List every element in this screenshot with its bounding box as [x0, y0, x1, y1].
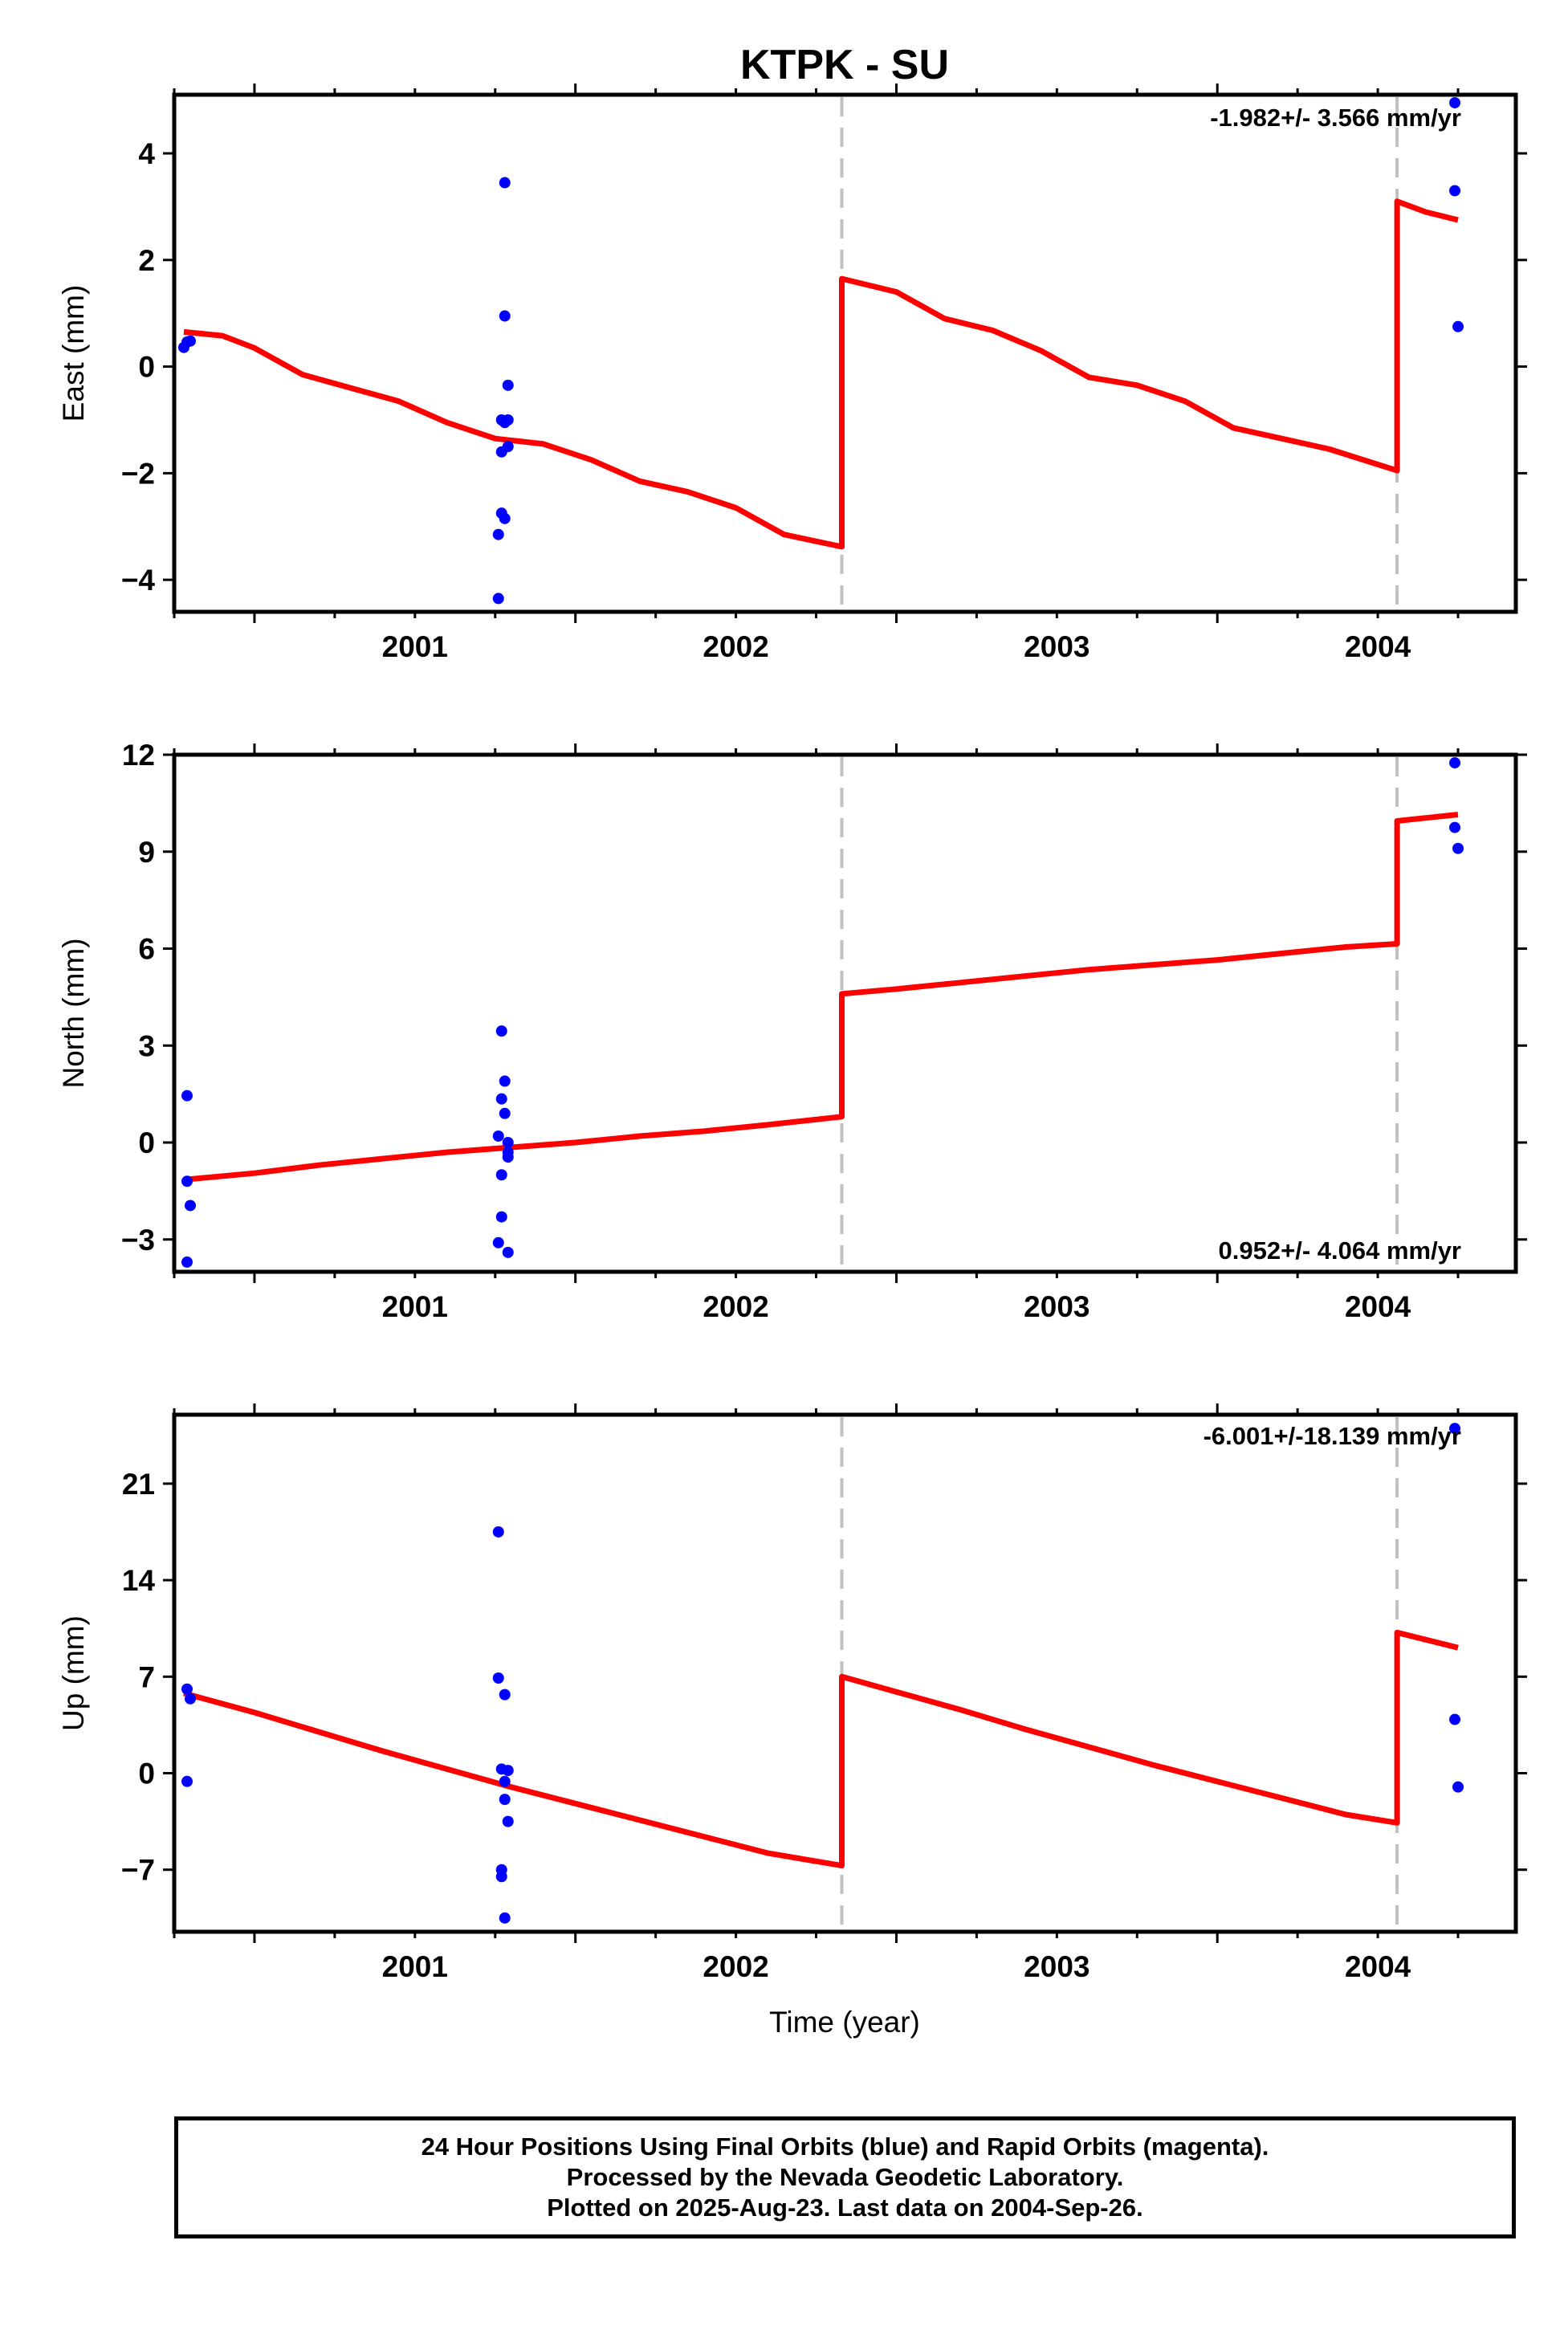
up-data-point	[492, 1525, 504, 1538]
north-x-tick-label: 2001	[382, 1290, 448, 1323]
up-data-point	[1449, 1423, 1461, 1435]
up-data-point	[495, 1871, 507, 1883]
footer-line-1: 24 Hour Positions Using Final Orbits (bl…	[421, 2132, 1269, 2161]
east-data-point	[502, 413, 514, 426]
footer-box: 24 Hour Positions Using Final Orbits (bl…	[174, 2116, 1516, 2238]
north-data-point	[495, 1211, 507, 1223]
east-y-tick-label: −2	[121, 457, 155, 490]
north-data-point	[184, 1200, 196, 1212]
north-data-point	[492, 1236, 504, 1249]
up-plot-frame	[172, 1412, 1518, 1934]
east-y-tick-label: 4	[138, 137, 155, 170]
up-data-point	[502, 1765, 514, 1777]
east-x-tick-label: 2001	[382, 630, 448, 663]
north-y-tick-label: −3	[121, 1224, 155, 1257]
north-x-tick-label: 2003	[1024, 1290, 1089, 1323]
north-data-point	[499, 1107, 511, 1119]
up-data-point	[181, 1775, 193, 1787]
up-panel: 2001 2002 2003 2004 −7 0 7 14 21 Up (mm) -6.001+/-…	[57, 1403, 1527, 1983]
east-model-line	[183, 198, 1459, 550]
up-y-axis-label: Up (mm)	[57, 1615, 90, 1731]
up-y-tick-label: −7	[121, 1854, 155, 1887]
north-data-point	[499, 1075, 511, 1087]
up-y-tick-label: 7	[138, 1660, 155, 1693]
east-x-tick-label: 2004	[1345, 630, 1411, 663]
east-data-point	[502, 379, 514, 391]
east-data-point	[499, 310, 511, 322]
north-data-point	[492, 1130, 504, 1142]
up-model-line	[183, 1629, 1459, 1869]
east-y-tick-label: 0	[138, 351, 155, 384]
north-data-point	[502, 1137, 514, 1148]
east-y-tick-label: −4	[121, 564, 156, 597]
up-data-point	[1452, 1781, 1464, 1793]
east-data-point	[492, 593, 504, 605]
east-data-point	[1452, 320, 1464, 332]
east-data-point	[184, 335, 196, 347]
up-data-point	[499, 1688, 511, 1701]
up-data-point	[181, 1683, 193, 1695]
north-y-tick-label: 0	[138, 1126, 155, 1159]
east-data-point	[1449, 96, 1461, 108]
north-model-line	[183, 812, 1459, 1183]
up-data-point	[499, 1775, 511, 1787]
north-data-point	[181, 1175, 193, 1187]
east-y-axis-label: East (mm)	[57, 285, 90, 422]
east-data-point	[492, 528, 504, 540]
up-data-point	[502, 1815, 514, 1827]
north-y-tick-label: 12	[122, 739, 155, 772]
north-data-point	[502, 1151, 514, 1163]
up-rate-label: -6.001+/-18.139 mm/yr	[1203, 1422, 1461, 1450]
up-data-point	[184, 1693, 196, 1705]
up-x-tick-label: 2001	[382, 1950, 448, 1983]
chart-title: KTPK - SU	[740, 42, 949, 88]
east-data-point	[1449, 185, 1461, 197]
north-rate-label: 0.952+/- 4.064 mm/yr	[1219, 1236, 1461, 1265]
east-data-point	[502, 441, 514, 453]
north-plot-frame	[172, 752, 1518, 1274]
up-data-point	[492, 1672, 504, 1684]
north-data-point	[495, 1025, 507, 1037]
north-y-tick-label: 9	[138, 836, 155, 869]
north-y-tick-label: 3	[138, 1029, 155, 1062]
north-data-point	[1452, 842, 1464, 854]
footer-line-3: Plotted on 2025-Aug-23. Last data on 200…	[547, 2194, 1143, 2222]
up-x-tick-label: 2004	[1345, 1950, 1411, 1983]
east-data-point	[499, 512, 511, 524]
north-data-point	[181, 1256, 193, 1268]
east-rate-label: -1.982+/- 3.566 mm/yr	[1210, 104, 1461, 132]
up-y-tick-label: 0	[138, 1758, 155, 1790]
up-x-tick-label: 2003	[1024, 1950, 1089, 1983]
east-plot-frame	[172, 92, 1518, 614]
north-panel: 2001 2002 2003 2004 −3 0 3 6 9 12 North (mm) 0.952+…	[57, 739, 1527, 1323]
up-data-point	[1449, 1713, 1461, 1725]
east-x-tick-label: 2002	[703, 630, 768, 663]
up-data-point	[499, 1794, 511, 1806]
north-y-tick-label: 6	[138, 933, 155, 966]
east-x-tick-label: 2003	[1024, 630, 1089, 663]
north-x-tick-label: 2004	[1345, 1290, 1411, 1323]
footer-line-2: Processed by the Nevada Geodetic Laborat…	[566, 2163, 1124, 2191]
up-data-point	[499, 1912, 511, 1924]
east-panel: 2001 2002 2003 2004 −4 −2 0 2 4 East (mm) -1.982+/…	[57, 84, 1527, 663]
north-x-tick-label: 2002	[703, 1290, 768, 1323]
east-y-tick-label: 2	[138, 244, 155, 277]
north-data-point	[1449, 757, 1461, 769]
up-x-tick-label: 2002	[703, 1950, 768, 1983]
east-data-point	[499, 177, 511, 189]
north-data-point	[1449, 821, 1461, 833]
x-axis-label: Time (year)	[769, 2006, 920, 2039]
north-data-point	[181, 1090, 193, 1102]
north-y-axis-label: North (mm)	[57, 938, 90, 1088]
north-data-point	[502, 1246, 514, 1258]
north-data-point	[495, 1169, 507, 1181]
north-data-point	[495, 1093, 507, 1105]
up-y-tick-label: 14	[122, 1564, 156, 1597]
up-y-tick-label: 21	[122, 1468, 155, 1501]
